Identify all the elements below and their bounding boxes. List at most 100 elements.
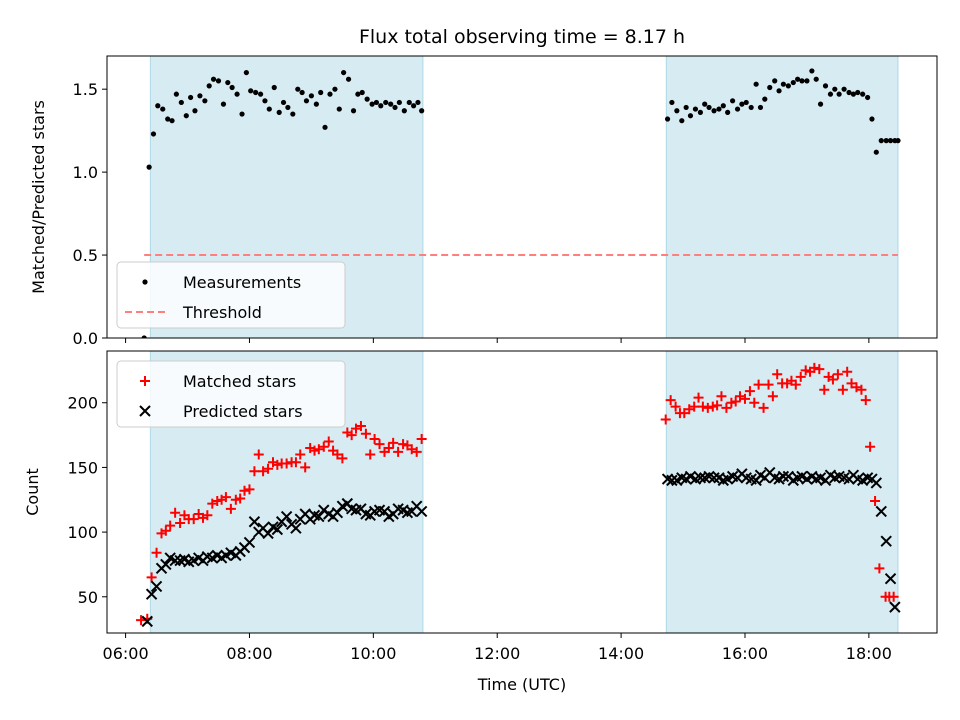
measurements-point xyxy=(743,99,749,106)
matched-stars-point xyxy=(411,446,422,457)
measurements-point xyxy=(822,83,829,89)
measurements-point xyxy=(895,138,901,144)
predicted-stars-point xyxy=(880,535,892,547)
measurements-point xyxy=(776,88,782,94)
plot-area xyxy=(141,68,901,338)
measurements-point xyxy=(753,81,759,87)
y-tick-label: 200 xyxy=(67,394,98,413)
predicted-stars-point xyxy=(313,510,325,523)
matched-stars-point xyxy=(888,591,899,602)
matched-stars-point xyxy=(170,507,181,518)
predicted-stars-point xyxy=(150,580,163,593)
measurements-point xyxy=(817,101,824,107)
matched-stars-point xyxy=(790,379,801,390)
measurements-point xyxy=(313,101,319,107)
measurements-point xyxy=(355,91,361,97)
matched-stars-point xyxy=(702,402,713,413)
measurements-point xyxy=(378,103,384,109)
measurements-point xyxy=(253,89,259,96)
measurements-point xyxy=(411,103,417,109)
measurements-point xyxy=(767,84,773,91)
matched-stars-point xyxy=(739,393,750,404)
x-tick-label: 08:00 xyxy=(226,644,272,663)
predicted-stars-point xyxy=(280,510,293,523)
matched-stars-point xyxy=(393,446,404,457)
matched-stars-point xyxy=(800,365,811,376)
measurements-point xyxy=(846,89,852,96)
matched-stars-point xyxy=(814,364,825,375)
y-tick-label: 0.0 xyxy=(73,329,98,348)
bottom-panel: 50 100 150 200 Count 06:00 08:00 10:00 12:00 14:0… xyxy=(23,350,938,663)
measurements-point xyxy=(711,108,717,114)
matched-stars-point xyxy=(856,384,867,395)
y-axis-label: Count xyxy=(23,468,42,516)
x-tick-label: 06:00 xyxy=(103,644,149,663)
matched-stars-point xyxy=(290,457,301,468)
matched-stars-point xyxy=(263,463,274,474)
matched-stars-point xyxy=(827,374,838,385)
matched-stars-point xyxy=(388,437,399,448)
matched-stars-point xyxy=(763,379,774,390)
measurements-point xyxy=(669,99,675,106)
measurements-point xyxy=(225,79,231,86)
x-tick-label: 10:00 xyxy=(350,644,396,663)
measurements-point xyxy=(683,104,689,111)
predicted-stars-point xyxy=(875,505,887,518)
observing-interval-2 xyxy=(665,55,899,339)
measurements-point xyxy=(401,108,407,114)
measurements-point xyxy=(664,116,671,122)
measurements-point xyxy=(757,104,764,111)
legend-label: Matched stars xyxy=(183,372,296,391)
matched-stars-point xyxy=(309,445,320,456)
predicted-stars-point xyxy=(243,536,256,549)
measurements-point xyxy=(341,69,347,76)
matched-stars-point xyxy=(693,392,704,403)
matched-stars-point xyxy=(819,384,830,395)
x-tick-label: 16:00 xyxy=(722,644,768,663)
predicted-stars-point xyxy=(290,522,302,534)
measurements-point xyxy=(262,98,268,104)
measurements-point xyxy=(869,116,875,122)
y-tick-label: 100 xyxy=(67,523,98,542)
measurements-point xyxy=(795,76,801,82)
matched-stars-point xyxy=(212,496,223,507)
measurements-point xyxy=(285,104,291,111)
measurements-point xyxy=(725,109,731,115)
matched-stars-point xyxy=(689,401,700,412)
measurements-point xyxy=(266,106,272,112)
matched-stars-point xyxy=(244,484,255,495)
matched-stars-point xyxy=(697,401,708,412)
measurements-point xyxy=(183,113,189,119)
matched-stars-point xyxy=(837,384,848,395)
measurements-point xyxy=(697,109,703,115)
matched-stars-point xyxy=(744,386,755,397)
predicted-stars-point xyxy=(331,506,344,519)
matched-stars-point xyxy=(146,572,157,583)
matched-stars-point xyxy=(239,485,250,496)
measurements-point xyxy=(785,83,791,89)
measurements-point xyxy=(345,76,352,82)
measurements-point xyxy=(146,164,152,170)
y-tick-label: 0.5 xyxy=(73,246,98,265)
measurements-point xyxy=(290,111,296,117)
legend-box xyxy=(116,360,346,428)
measurements-point xyxy=(734,106,741,112)
matched-stars-point xyxy=(670,401,681,412)
plot-area xyxy=(136,362,901,628)
measurements-point xyxy=(276,109,282,115)
matched-stars-point xyxy=(716,391,727,402)
predicted-stars-point xyxy=(415,505,428,518)
measurements-point xyxy=(841,86,847,92)
measurements-point xyxy=(790,79,796,86)
predicted-stars-point xyxy=(145,588,158,600)
measurements-point xyxy=(716,106,722,112)
predicted-stars-point xyxy=(777,470,790,483)
legend-marker xyxy=(139,405,151,417)
measurements-point xyxy=(702,101,708,107)
matched-stars-point xyxy=(712,400,723,411)
matched-stars-point xyxy=(225,503,236,514)
matched-stars-point xyxy=(151,547,162,558)
matched-stars-point xyxy=(355,421,366,432)
measurements-point xyxy=(873,149,879,155)
predicted-stars-point xyxy=(160,558,172,571)
